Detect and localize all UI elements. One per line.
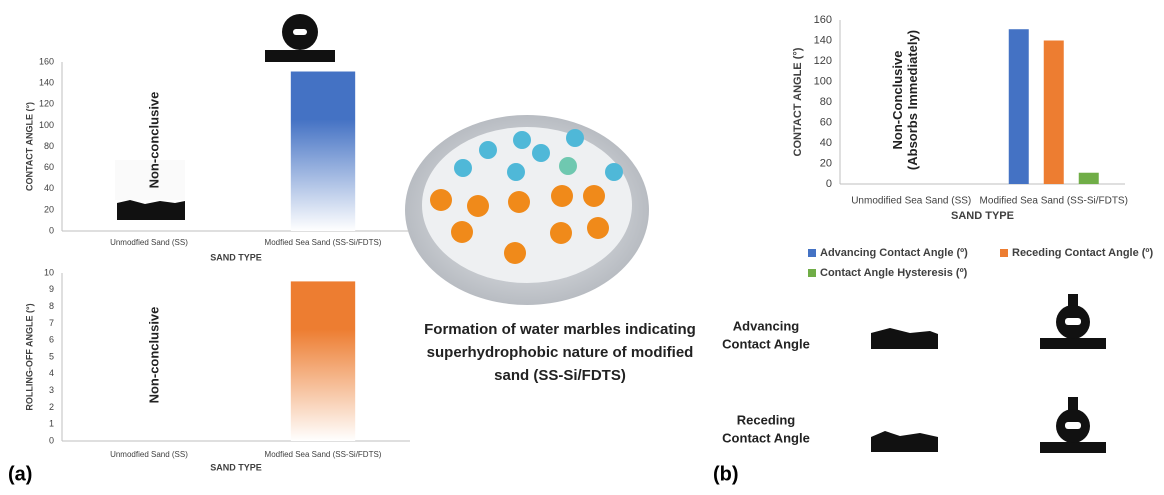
y-axis-label: ROLLING-OFF ANGLE (°) bbox=[24, 303, 34, 410]
y-tick-label: 7 bbox=[49, 318, 54, 328]
photo bbox=[405, 115, 649, 305]
legend-label: Contact Angle Hysteresis (º) bbox=[820, 267, 968, 279]
legend-marker bbox=[808, 249, 816, 257]
bar bbox=[1009, 29, 1029, 184]
x-tick-label: Unmodfied Sand (SS) bbox=[110, 238, 188, 247]
y-tick-label: 100 bbox=[814, 75, 832, 87]
legend-marker bbox=[808, 269, 816, 277]
annotation: Non-Conclusive bbox=[890, 51, 905, 150]
legend-marker bbox=[1000, 249, 1008, 257]
droplet-image bbox=[255, 10, 342, 62]
y-tick-label: 60 bbox=[44, 162, 54, 172]
caption: superhydrophobic nature of modified bbox=[427, 344, 694, 361]
figure: Formation of water marbles indicating su… bbox=[0, 0, 1164, 490]
y-tick-label: 10 bbox=[44, 267, 54, 277]
bar bbox=[1044, 41, 1064, 185]
y-tick-label: 120 bbox=[39, 99, 54, 109]
y-tick-label: 5 bbox=[49, 351, 54, 361]
annotation: Non-conclusive bbox=[146, 307, 161, 404]
image-label: Advancing bbox=[733, 318, 800, 333]
caption: sand (SS-Si/FDTS) bbox=[494, 367, 626, 384]
panel-label: (a) bbox=[8, 463, 32, 485]
caption: Formation of water marbles indicating bbox=[424, 321, 696, 338]
y-axis-label: CONTACT ANGLE (°) bbox=[24, 102, 34, 191]
image-label: Contact Angle bbox=[722, 430, 810, 445]
y-tick-label: 0 bbox=[49, 435, 54, 445]
y-tick-label: 6 bbox=[49, 335, 54, 345]
y-tick-label: 2 bbox=[49, 402, 54, 412]
y-tick-label: 100 bbox=[39, 120, 54, 130]
x-tick-label: Unmodfied Sand (SS) bbox=[110, 450, 188, 459]
bar bbox=[291, 72, 355, 231]
annotation: Non-conclusive bbox=[146, 92, 161, 189]
y-tick-label: 9 bbox=[49, 284, 54, 294]
x-axis-label: SAND TYPE bbox=[210, 252, 262, 262]
y-tick-label: 20 bbox=[820, 157, 832, 169]
image-label: Contact Angle bbox=[722, 336, 810, 351]
x-axis-label: SAND TYPE bbox=[951, 210, 1014, 222]
contact-images bbox=[871, 294, 1106, 453]
y-tick-label: 20 bbox=[44, 204, 54, 214]
y-tick-label: 0 bbox=[49, 225, 54, 235]
y-axis-label: CONTACT ANGLE (°) bbox=[792, 47, 804, 156]
x-axis-label: SAND TYPE bbox=[210, 462, 262, 472]
y-tick-label: 140 bbox=[814, 34, 832, 46]
legend-label: Advancing Contact Angle (º) bbox=[820, 247, 968, 259]
y-tick-label: 80 bbox=[820, 96, 832, 108]
y-tick-label: 8 bbox=[49, 301, 54, 311]
annotation: (Absorbs Immediately) bbox=[905, 30, 920, 170]
image-label: Receding bbox=[737, 412, 796, 427]
y-tick-label: 0 bbox=[826, 178, 832, 190]
y-tick-label: 120 bbox=[814, 55, 832, 67]
panel-label: (b) bbox=[713, 463, 739, 485]
y-tick-label: 3 bbox=[49, 385, 54, 395]
y-tick-label: 80 bbox=[44, 141, 54, 151]
y-tick-label: 60 bbox=[820, 116, 832, 128]
y-tick-label: 4 bbox=[49, 368, 54, 378]
y-tick-label: 1 bbox=[49, 419, 54, 429]
bar bbox=[1079, 173, 1099, 184]
y-tick-label: 160 bbox=[39, 56, 54, 66]
y-tick-label: 40 bbox=[44, 183, 54, 193]
legend-label: Receding Contact Angle (º) bbox=[1012, 247, 1153, 259]
x-tick-label: Modfied Sea Sand (SS-Si/FDTS) bbox=[265, 450, 382, 459]
y-tick-label: 160 bbox=[814, 14, 832, 26]
x-tick-label: Modified Sea Sand (SS-Si/FDTS) bbox=[980, 196, 1128, 207]
y-tick-label: 40 bbox=[820, 137, 832, 149]
x-tick-label: Unmodified Sea Sand (SS) bbox=[851, 196, 971, 207]
y-tick-label: 140 bbox=[39, 78, 54, 88]
x-tick-label: Modfied Sea Sand (SS-Si/FDTS) bbox=[265, 238, 382, 247]
bar bbox=[291, 281, 355, 441]
